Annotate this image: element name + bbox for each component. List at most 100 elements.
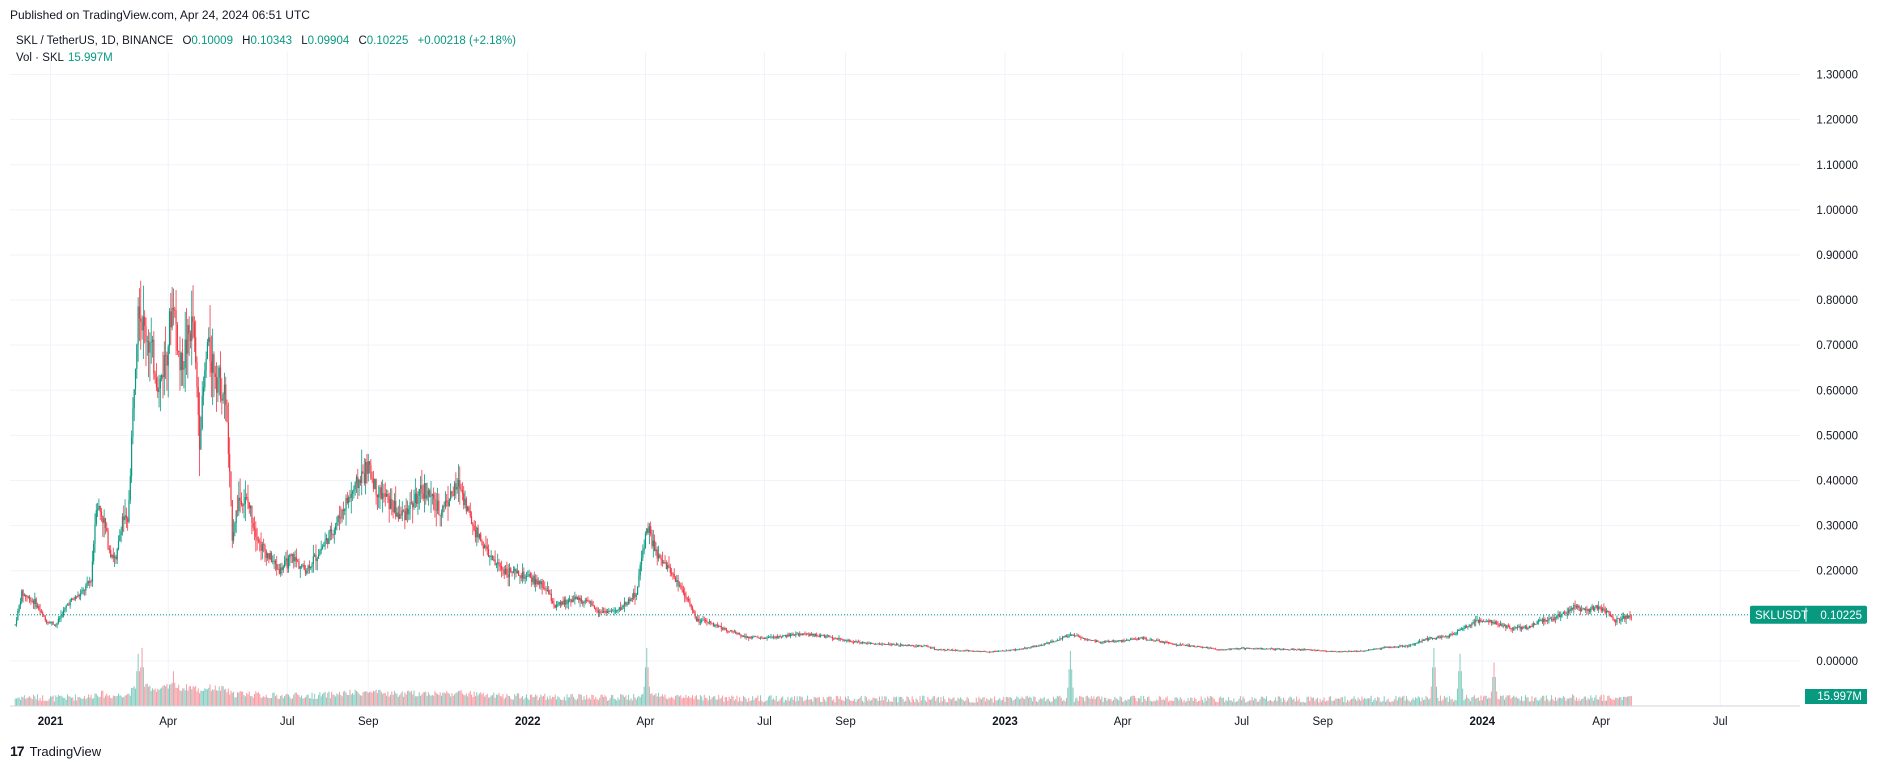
candle-body bbox=[1187, 645, 1189, 646]
candle-body bbox=[306, 570, 308, 574]
candle-body bbox=[565, 599, 567, 605]
candle-body bbox=[348, 497, 350, 503]
volume-bar bbox=[21, 696, 23, 706]
candle-body bbox=[188, 324, 190, 334]
candle-body bbox=[801, 633, 803, 636]
candle-body bbox=[596, 609, 598, 611]
candle-body bbox=[1583, 608, 1585, 610]
candle-body bbox=[865, 642, 868, 644]
candle-body bbox=[963, 650, 966, 652]
candle-body bbox=[1316, 649, 1319, 651]
candle-body bbox=[691, 607, 694, 611]
volume-bar bbox=[965, 700, 967, 706]
candle-body bbox=[705, 620, 707, 621]
volume-bar bbox=[1411, 700, 1413, 706]
candle-body bbox=[396, 512, 398, 517]
candle-body bbox=[1630, 616, 1632, 618]
volume-bar bbox=[684, 698, 686, 706]
candle-body bbox=[621, 607, 623, 610]
volume-label[interactable]: Vol · SKL bbox=[16, 52, 64, 64]
volume-bar bbox=[337, 694, 339, 706]
volume-bar bbox=[1194, 697, 1196, 706]
candle-body bbox=[623, 601, 626, 606]
candle-body bbox=[435, 509, 437, 511]
candle-body bbox=[667, 565, 669, 570]
candle-body bbox=[164, 355, 167, 356]
volume-bar bbox=[901, 696, 903, 706]
volume-bar bbox=[1517, 698, 1519, 706]
volume-bar bbox=[1371, 701, 1373, 706]
candle-body bbox=[77, 594, 79, 598]
volume-bar bbox=[1237, 701, 1239, 706]
candle-body bbox=[495, 563, 497, 565]
volume-bar bbox=[47, 700, 49, 706]
volume-bar bbox=[826, 697, 828, 706]
price-tick-label: 0.60000 bbox=[1816, 385, 1858, 397]
volume-bar bbox=[192, 686, 194, 706]
candle-body bbox=[204, 370, 206, 388]
volume-bar bbox=[903, 701, 905, 706]
candle-body bbox=[612, 610, 614, 612]
volume-bar bbox=[544, 693, 546, 706]
volume-bar bbox=[319, 692, 321, 706]
candle-body bbox=[1054, 641, 1056, 643]
candle-body bbox=[982, 651, 984, 652]
volume-bar bbox=[1298, 698, 1300, 706]
candle-body bbox=[1471, 623, 1473, 626]
price-axis[interactable]: 1.300001.200001.100001.000000.900000.800… bbox=[1816, 70, 1858, 668]
volume-bar bbox=[1297, 700, 1299, 706]
candle-body bbox=[939, 649, 941, 651]
candle-body bbox=[1503, 625, 1506, 626]
volume-bar bbox=[587, 698, 589, 706]
candle-body bbox=[1231, 648, 1234, 650]
candle-body bbox=[727, 630, 729, 632]
volume-bar bbox=[1413, 699, 1415, 706]
volume-bar bbox=[27, 697, 29, 706]
candle-body bbox=[359, 479, 362, 484]
candle-body bbox=[478, 533, 481, 538]
volume-bar bbox=[97, 695, 99, 706]
volume-bar bbox=[609, 698, 611, 706]
candle-body bbox=[527, 575, 529, 577]
candle-body bbox=[1451, 633, 1453, 635]
volume-bar bbox=[1361, 696, 1363, 706]
volume-bar bbox=[1471, 697, 1473, 706]
candle-body bbox=[1228, 648, 1230, 650]
candle-body bbox=[1190, 645, 1192, 647]
volume-bar bbox=[1045, 701, 1047, 706]
candle-body bbox=[933, 647, 936, 650]
time-axis[interactable]: 2021 Apr Jul Sep 2022 Apr Jul Sep 2023 Apr Jul Sep 2… bbox=[38, 716, 1728, 728]
volume-bar bbox=[1313, 697, 1315, 706]
symbol-name[interactable]: SKL / TetherUS, 1D, BINANCE bbox=[16, 35, 174, 47]
time-tick-label: Sep bbox=[358, 716, 378, 728]
volume-bar bbox=[288, 694, 290, 706]
time-tick-label: Apr bbox=[1114, 716, 1132, 728]
volume-bar bbox=[425, 691, 427, 706]
candle-body bbox=[89, 581, 91, 584]
volume-bar bbox=[1064, 701, 1066, 706]
volume-bar bbox=[86, 697, 88, 706]
candle-body bbox=[1609, 614, 1612, 616]
candle-body bbox=[976, 651, 979, 652]
candle-body bbox=[184, 339, 186, 368]
footer-brand[interactable]: TradingView bbox=[29, 743, 102, 759]
candle-body bbox=[1327, 651, 1329, 652]
candle-body bbox=[1071, 634, 1073, 636]
candle-body bbox=[915, 645, 917, 647]
candle-body bbox=[642, 550, 644, 558]
candle-body bbox=[281, 567, 283, 571]
candle-body bbox=[272, 561, 274, 563]
candle-body bbox=[850, 641, 852, 642]
time-tick-label: 2024 bbox=[1469, 716, 1495, 728]
volume-bar bbox=[629, 700, 631, 706]
volume-bar bbox=[761, 700, 763, 706]
tradingview-logo-icon[interactable]: 17 bbox=[10, 743, 25, 759]
volume-bar bbox=[1109, 699, 1111, 706]
volume-bar bbox=[1585, 696, 1587, 706]
volume-bar bbox=[576, 698, 578, 706]
volume-bar bbox=[677, 695, 679, 706]
candle-body bbox=[393, 500, 396, 513]
volume-bar bbox=[1132, 695, 1134, 706]
candle-body bbox=[198, 415, 201, 450]
